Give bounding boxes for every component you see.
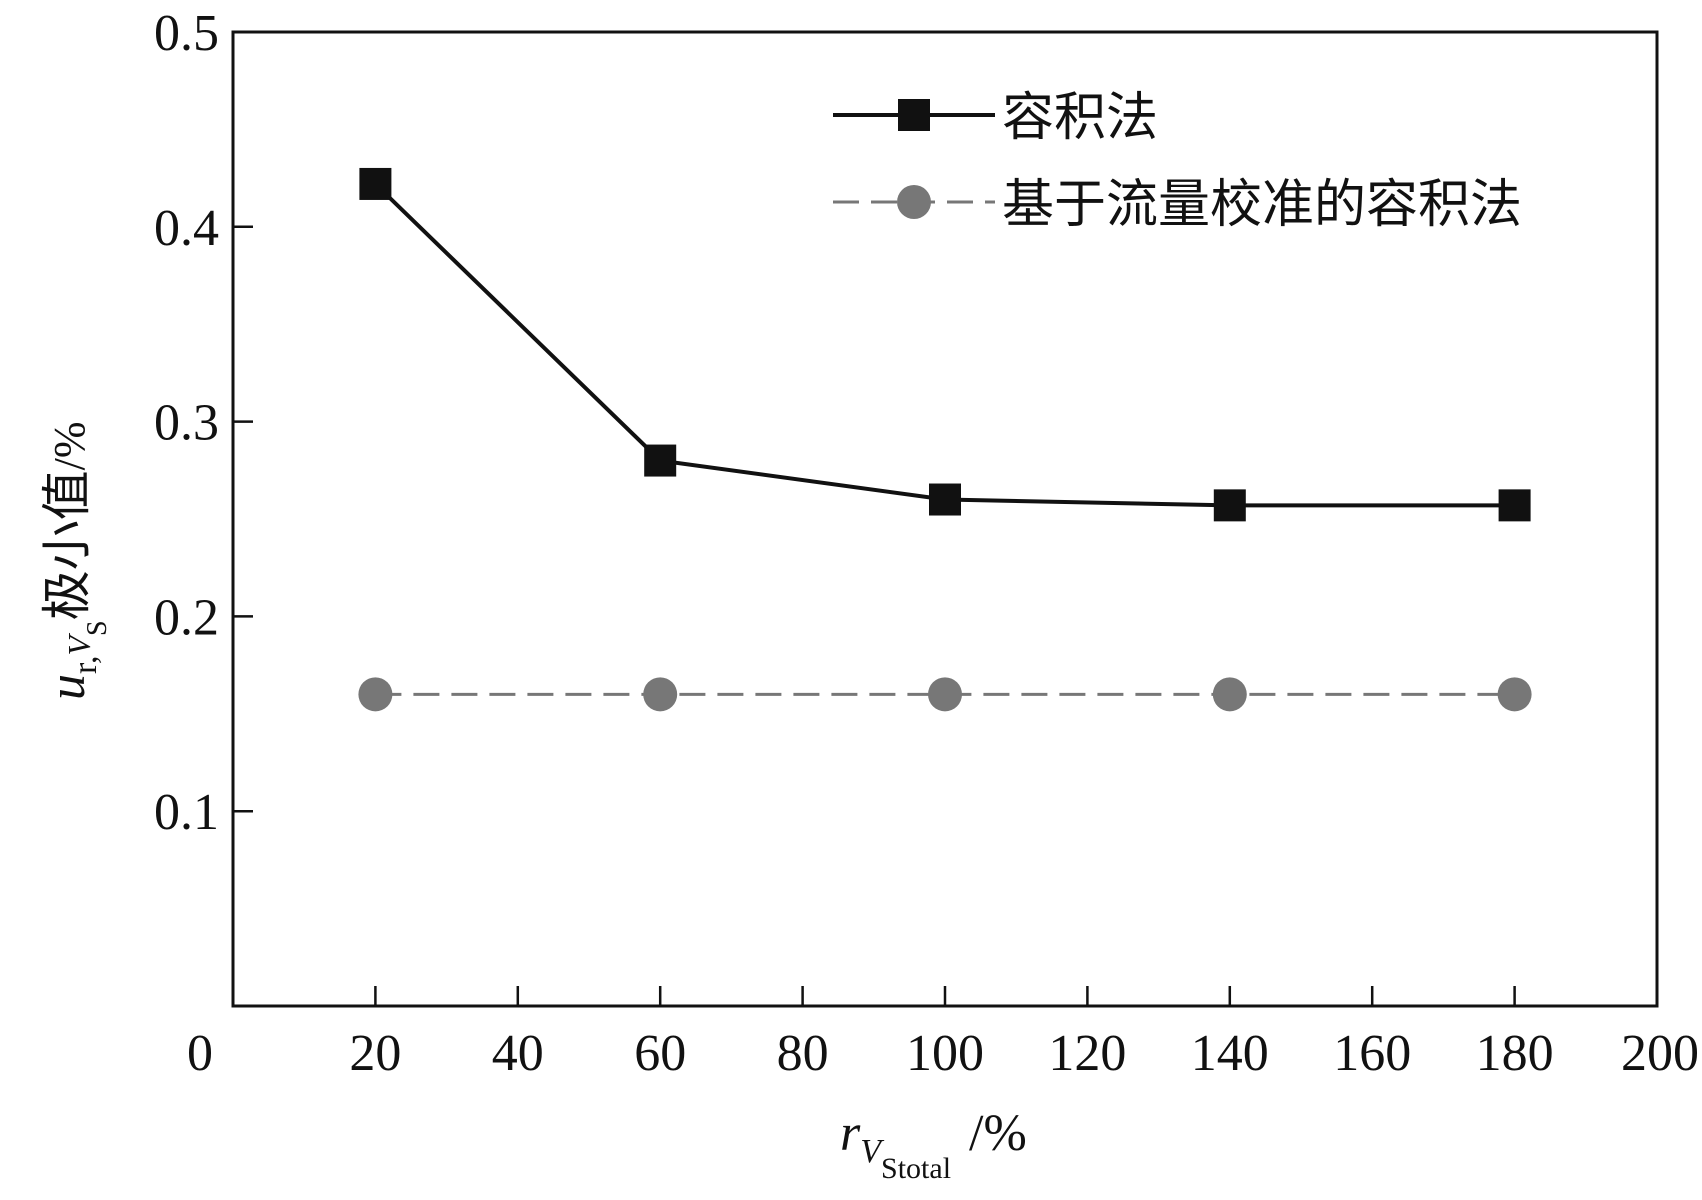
y-tick-label: 0.3 <box>154 395 219 452</box>
x-tick-label: 60 <box>634 1025 686 1082</box>
y-axis-label: ur,VS极小值/% <box>38 422 113 700</box>
legend-label-series-2: 基于流量校准的容积法 <box>1002 175 1522 235</box>
y-tick-label: 0.2 <box>154 589 219 646</box>
x-tick-label: 120 <box>1048 1025 1126 1082</box>
x-tick-label: 140 <box>1191 1025 1269 1082</box>
legend-marker-series-1 <box>898 99 930 131</box>
x-tick-label: 160 <box>1333 1025 1411 1082</box>
series-1-point <box>644 444 677 477</box>
series-1-point <box>1213 489 1246 522</box>
y-axis-label-main: u <box>39 674 96 700</box>
y-tick-label: 0.1 <box>154 784 219 841</box>
x-axis-label-main: r <box>840 1105 861 1162</box>
y-tick-label: 0.4 <box>154 200 219 257</box>
series-2-point <box>928 677 962 712</box>
legend: 容积法 基于流量校准的容积法 <box>833 88 1522 235</box>
x-tick-label: 100 <box>906 1025 984 1082</box>
y-axis-label-unit: /% <box>45 422 94 471</box>
series-2-point <box>1212 677 1247 712</box>
series-1-point <box>929 483 961 516</box>
series-layer <box>358 167 1532 712</box>
x-tick-label: 200 <box>1621 1025 1699 1082</box>
legend-marker-series-2 <box>897 185 931 219</box>
legend-label-series-1: 容积法 <box>1002 88 1158 148</box>
y-axis-label-sub1: r, <box>67 656 104 674</box>
x-tick-label: 80 <box>777 1025 829 1082</box>
y-tick-label: 0.5 <box>154 5 219 62</box>
series-1-point <box>1498 489 1531 522</box>
x-axis-label-unit: /% <box>969 1105 1027 1162</box>
y-axis-ticks: 0.1 0.2 0.3 0.4 0.5 <box>154 5 253 841</box>
y-axis-label-sub3: S <box>82 620 113 636</box>
series-2-point <box>1497 677 1532 712</box>
x-tick-label: 40 <box>492 1025 544 1082</box>
series-2-point <box>643 677 678 712</box>
x-axis-label: rVStotal/% <box>840 1105 1027 1185</box>
x-tick-label: 180 <box>1476 1025 1554 1082</box>
y-axis-label-text: 极小值 <box>38 470 96 620</box>
x-tick-label: 20 <box>349 1025 401 1082</box>
x-tick-label: 0 <box>187 1025 213 1082</box>
series-2-point <box>358 677 393 712</box>
series-1-point <box>359 167 392 200</box>
x-axis-label-sub2: Stotal <box>881 1152 951 1185</box>
y-axis-label-sub2: V <box>61 633 97 656</box>
x-axis-ticks: 0 20 40 60 80 100 120 140 160 180 200 <box>187 986 1699 1082</box>
